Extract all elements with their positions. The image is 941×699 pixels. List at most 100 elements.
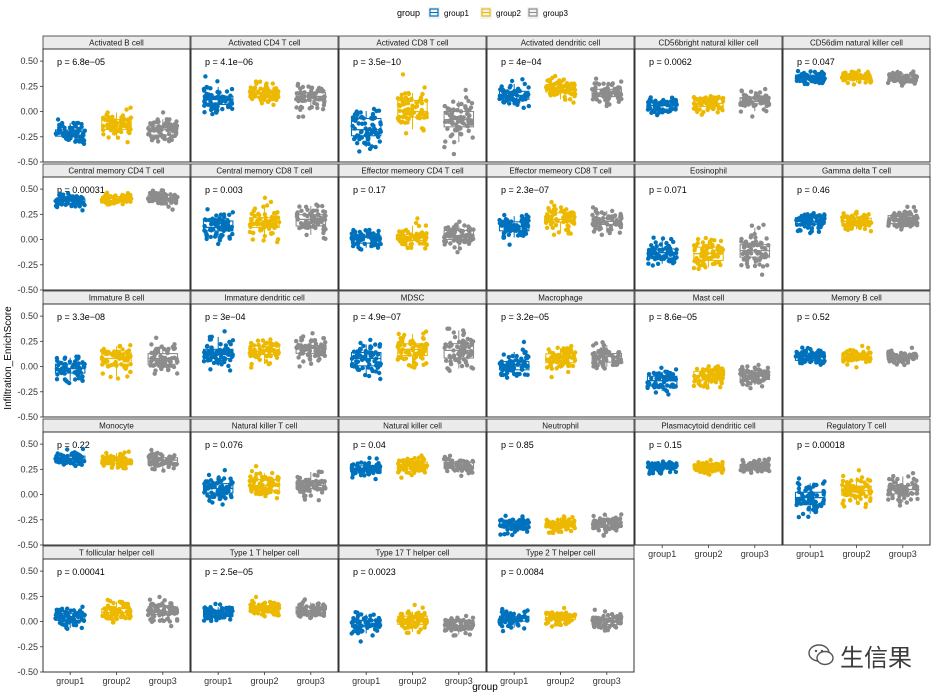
data-point [63,364,68,369]
data-point [753,235,758,240]
data-point [215,480,220,486]
data-point [712,254,717,259]
legend-item-group2: group2 [480,7,521,19]
data-point [458,350,463,356]
data-point [447,353,452,359]
data-point [251,230,256,236]
data-point [230,210,235,215]
data-point [109,201,115,206]
data-point [275,239,280,245]
data-point [465,336,470,342]
data-point [506,354,511,360]
data-point [905,360,911,365]
data-point [399,229,404,235]
data-point [65,447,70,452]
data-point [509,78,515,84]
data-point [500,368,505,373]
data-point [745,364,750,369]
group-group2 [543,73,578,105]
data-point [297,204,302,209]
legend-label: group3 [543,9,568,18]
data-point [122,465,127,471]
data-point [740,372,745,377]
data-point [371,231,376,236]
data-point [601,364,606,370]
data-point [756,367,761,372]
data-point [416,223,422,229]
data-point [149,447,154,453]
data-point [161,468,166,473]
data-point [715,254,720,259]
facet-title: Eosinophil [690,167,727,176]
data-point [549,210,555,215]
data-point [459,101,464,107]
data-point [442,345,447,350]
facet-title: Activated dendritic cell [521,39,601,48]
data-point [463,104,468,109]
data-point [447,344,452,349]
data-point [803,72,808,77]
data-point [449,113,455,119]
data-point [264,340,270,345]
data-point [866,212,871,217]
data-point [214,231,219,236]
data-point [665,383,670,388]
data-point [307,356,312,361]
group-group2 [100,449,134,471]
data-point [126,121,132,126]
data-point [455,250,460,255]
data-point [765,365,771,370]
legend-label: group1 [444,9,469,18]
p-value-label: p = 0.0062 [649,57,692,67]
data-point [713,97,718,103]
data-point [153,451,159,456]
data-point [808,69,813,74]
data-point [452,127,458,132]
data-point [911,69,916,74]
data-point [759,272,765,277]
facet-title: Activated CD8 T cell [376,39,448,48]
data-point [407,470,412,475]
data-point [363,353,368,359]
data-point [526,214,531,220]
group-group2 [691,364,726,390]
data-point [646,261,651,266]
data-point [270,96,276,102]
data-point [595,363,600,368]
data-point [549,355,554,360]
data-point [763,86,768,92]
data-point [313,219,318,224]
data-point [857,79,862,85]
data-point [100,454,106,459]
data-point [73,204,78,209]
box [295,344,327,354]
data-point [264,359,269,364]
data-point [323,236,328,241]
data-point [110,114,115,120]
data-point [226,363,231,369]
data-point [846,216,851,221]
data-point [374,130,380,136]
data-point [415,100,420,105]
data-point [104,450,109,456]
data-point [357,137,362,142]
data-point [353,470,358,476]
data-point [100,371,106,376]
data-point [108,374,113,379]
data-point [80,446,86,452]
data-point [369,144,375,149]
data-point [506,366,511,372]
data-point [649,376,654,381]
data-point [220,106,225,112]
data-point [503,513,508,518]
data-point [646,256,651,261]
data-point [649,110,654,116]
data-point [467,239,472,244]
data-point [75,372,80,378]
group-group1 [54,354,87,386]
data-point [553,354,558,359]
